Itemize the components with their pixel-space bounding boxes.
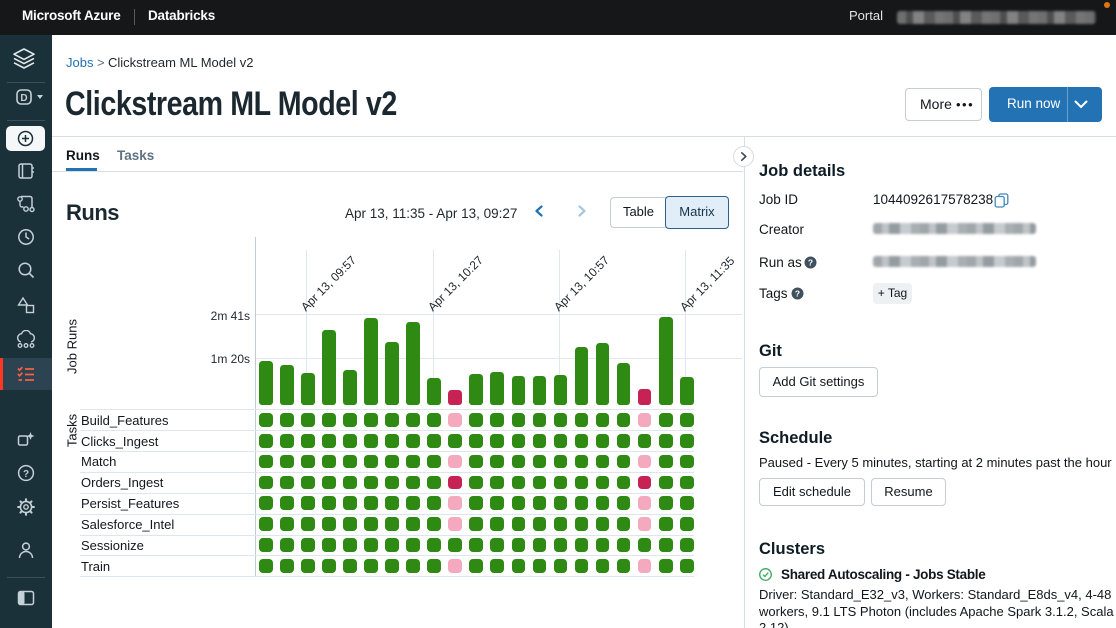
svg-text:?: ? — [808, 258, 813, 268]
svg-text:D: D — [20, 93, 27, 104]
svg-text:?: ? — [23, 469, 29, 480]
svg-text:?: ? — [795, 289, 800, 299]
